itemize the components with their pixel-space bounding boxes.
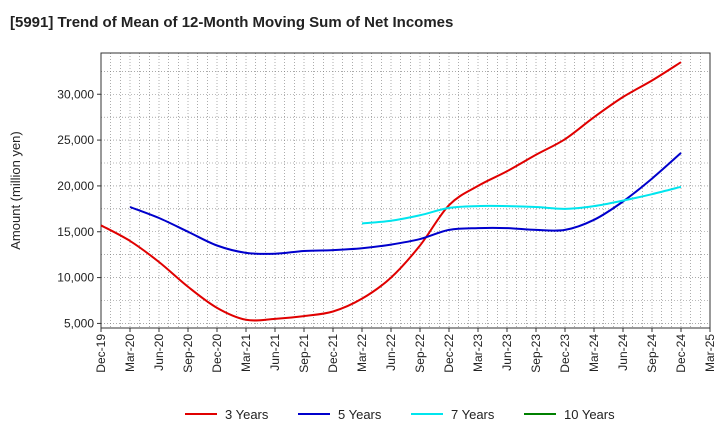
x-tick-label: Sep-24 — [645, 334, 659, 373]
y-axis-title: Amount (million yen) — [8, 131, 23, 250]
x-tick-label: Sep-22 — [413, 334, 427, 373]
x-tick-label: Mar-24 — [587, 334, 601, 372]
plot-area-border — [100, 52, 711, 329]
x-tick-label: Sep-21 — [297, 334, 311, 373]
y-tick-label: 25,000 — [57, 133, 94, 147]
y-tick-label: 15,000 — [57, 225, 94, 239]
legend-label-3-years: 3 Years — [225, 407, 269, 422]
x-tick-label: Jun-21 — [268, 334, 282, 371]
x-tick-label: Dec-21 — [326, 334, 340, 373]
legend-label-5-years: 5 Years — [338, 407, 382, 422]
x-tick-label: Jun-20 — [152, 334, 166, 371]
x-tick-label: Dec-24 — [674, 334, 688, 373]
x-tick-label: Jun-24 — [616, 334, 630, 371]
legend-label-10-years: 10 Years — [564, 407, 615, 422]
x-tick-label: Dec-23 — [558, 334, 572, 373]
x-tick-label: Dec-20 — [210, 334, 224, 373]
x-tick-label: Mar-25 — [703, 334, 717, 372]
y-tick-label: 5,000 — [64, 316, 94, 330]
series-line-3-years — [100, 61, 682, 322]
y-tick-label: 30,000 — [57, 87, 94, 101]
legend-label-7-years: 7 Years — [451, 407, 495, 422]
x-tick-label: Mar-21 — [239, 334, 253, 372]
x-tick-label: Jun-22 — [384, 334, 398, 371]
series-line-7-years — [361, 185, 682, 225]
x-tick-label: Mar-20 — [123, 334, 137, 372]
y-tick-label: 10,000 — [57, 271, 94, 285]
x-tick-label: Mar-22 — [355, 334, 369, 372]
x-tick-label: Jun-23 — [500, 334, 514, 371]
x-tick-label: Sep-20 — [181, 334, 195, 373]
y-tick-label: 20,000 — [57, 179, 94, 193]
series-line-5-years — [129, 152, 682, 255]
x-tick-label: Sep-23 — [529, 334, 543, 373]
x-tick-label: Dec-22 — [442, 334, 456, 373]
x-tick-label: Dec-19 — [94, 334, 108, 373]
x-tick-label: Mar-23 — [471, 334, 485, 372]
chart-title: [5991] Trend of Mean of 12-Month Moving … — [10, 14, 454, 31]
